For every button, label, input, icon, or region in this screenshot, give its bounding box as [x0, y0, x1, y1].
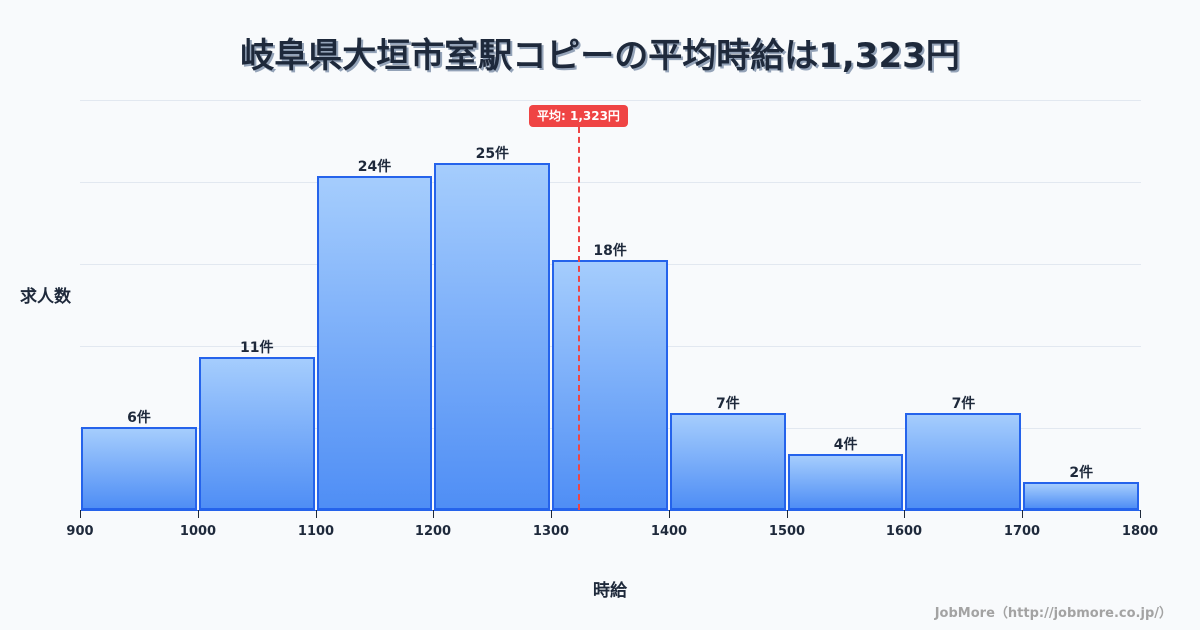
- x-tick: [669, 510, 670, 518]
- x-tick-label: 1500: [768, 524, 806, 539]
- x-tick-label: 1700: [1003, 524, 1041, 539]
- bar-value-label: 7件: [951, 396, 976, 412]
- histogram-bar: [787, 454, 904, 510]
- gridline: [80, 182, 1141, 183]
- average-badge: 平均: 1,323円: [529, 105, 628, 127]
- x-tick-label: 1300: [532, 524, 570, 539]
- x-tick-label: 1800: [1121, 524, 1159, 539]
- histogram-bar: [905, 413, 1022, 510]
- x-axis-line: [80, 510, 1140, 511]
- histogram-bar: [669, 413, 786, 510]
- bar-value-label: 24件: [357, 159, 392, 175]
- histogram-bar: [552, 260, 668, 510]
- x-tick: [80, 510, 81, 518]
- x-tick-label: 1100: [297, 524, 335, 539]
- x-tick: [433, 510, 434, 518]
- histogram-bar: [316, 176, 433, 510]
- x-tick: [551, 510, 552, 518]
- x-tick: [904, 510, 905, 518]
- bar-value-label: 25件: [475, 146, 510, 162]
- bar-value-label: 4件: [833, 437, 858, 453]
- footer-credit: JobMore（http://jobmore.co.jp/）: [934, 606, 1172, 621]
- y-axis-label: 求人数: [20, 287, 71, 307]
- x-tick: [316, 510, 317, 518]
- histogram-bar: [1023, 482, 1139, 510]
- x-tick: [787, 510, 788, 518]
- plot-area: 6件 11件 24件 25件 18件 7件 4件 7件 2件: [80, 100, 1141, 510]
- x-axis-label: 時給: [593, 581, 627, 601]
- chart-title: 岐阜県大垣市室駅コピーの平均時給は1,323円: [240, 36, 960, 76]
- gridline: [80, 100, 1141, 101]
- bar-value-label: 7件: [716, 396, 740, 412]
- x-tick-label: 1000: [179, 524, 217, 539]
- histogram-bar: [198, 357, 315, 510]
- histogram-bar: [81, 427, 197, 510]
- x-tick-label: 1600: [885, 524, 923, 539]
- x-tick: [1140, 510, 1141, 518]
- x-tick-label: 1400: [650, 524, 688, 539]
- bar-value-label: 2件: [1069, 465, 1094, 481]
- average-line: [578, 127, 580, 510]
- bar-value-label: 18件: [593, 243, 627, 259]
- x-tick: [198, 510, 199, 518]
- x-tick-label: 900: [66, 524, 94, 539]
- histogram-bar: [434, 163, 551, 510]
- x-tick-label: 1200: [414, 524, 452, 539]
- x-tick: [1022, 510, 1023, 518]
- bar-value-label: 11件: [240, 340, 274, 356]
- bar-value-label: 6件: [127, 410, 151, 426]
